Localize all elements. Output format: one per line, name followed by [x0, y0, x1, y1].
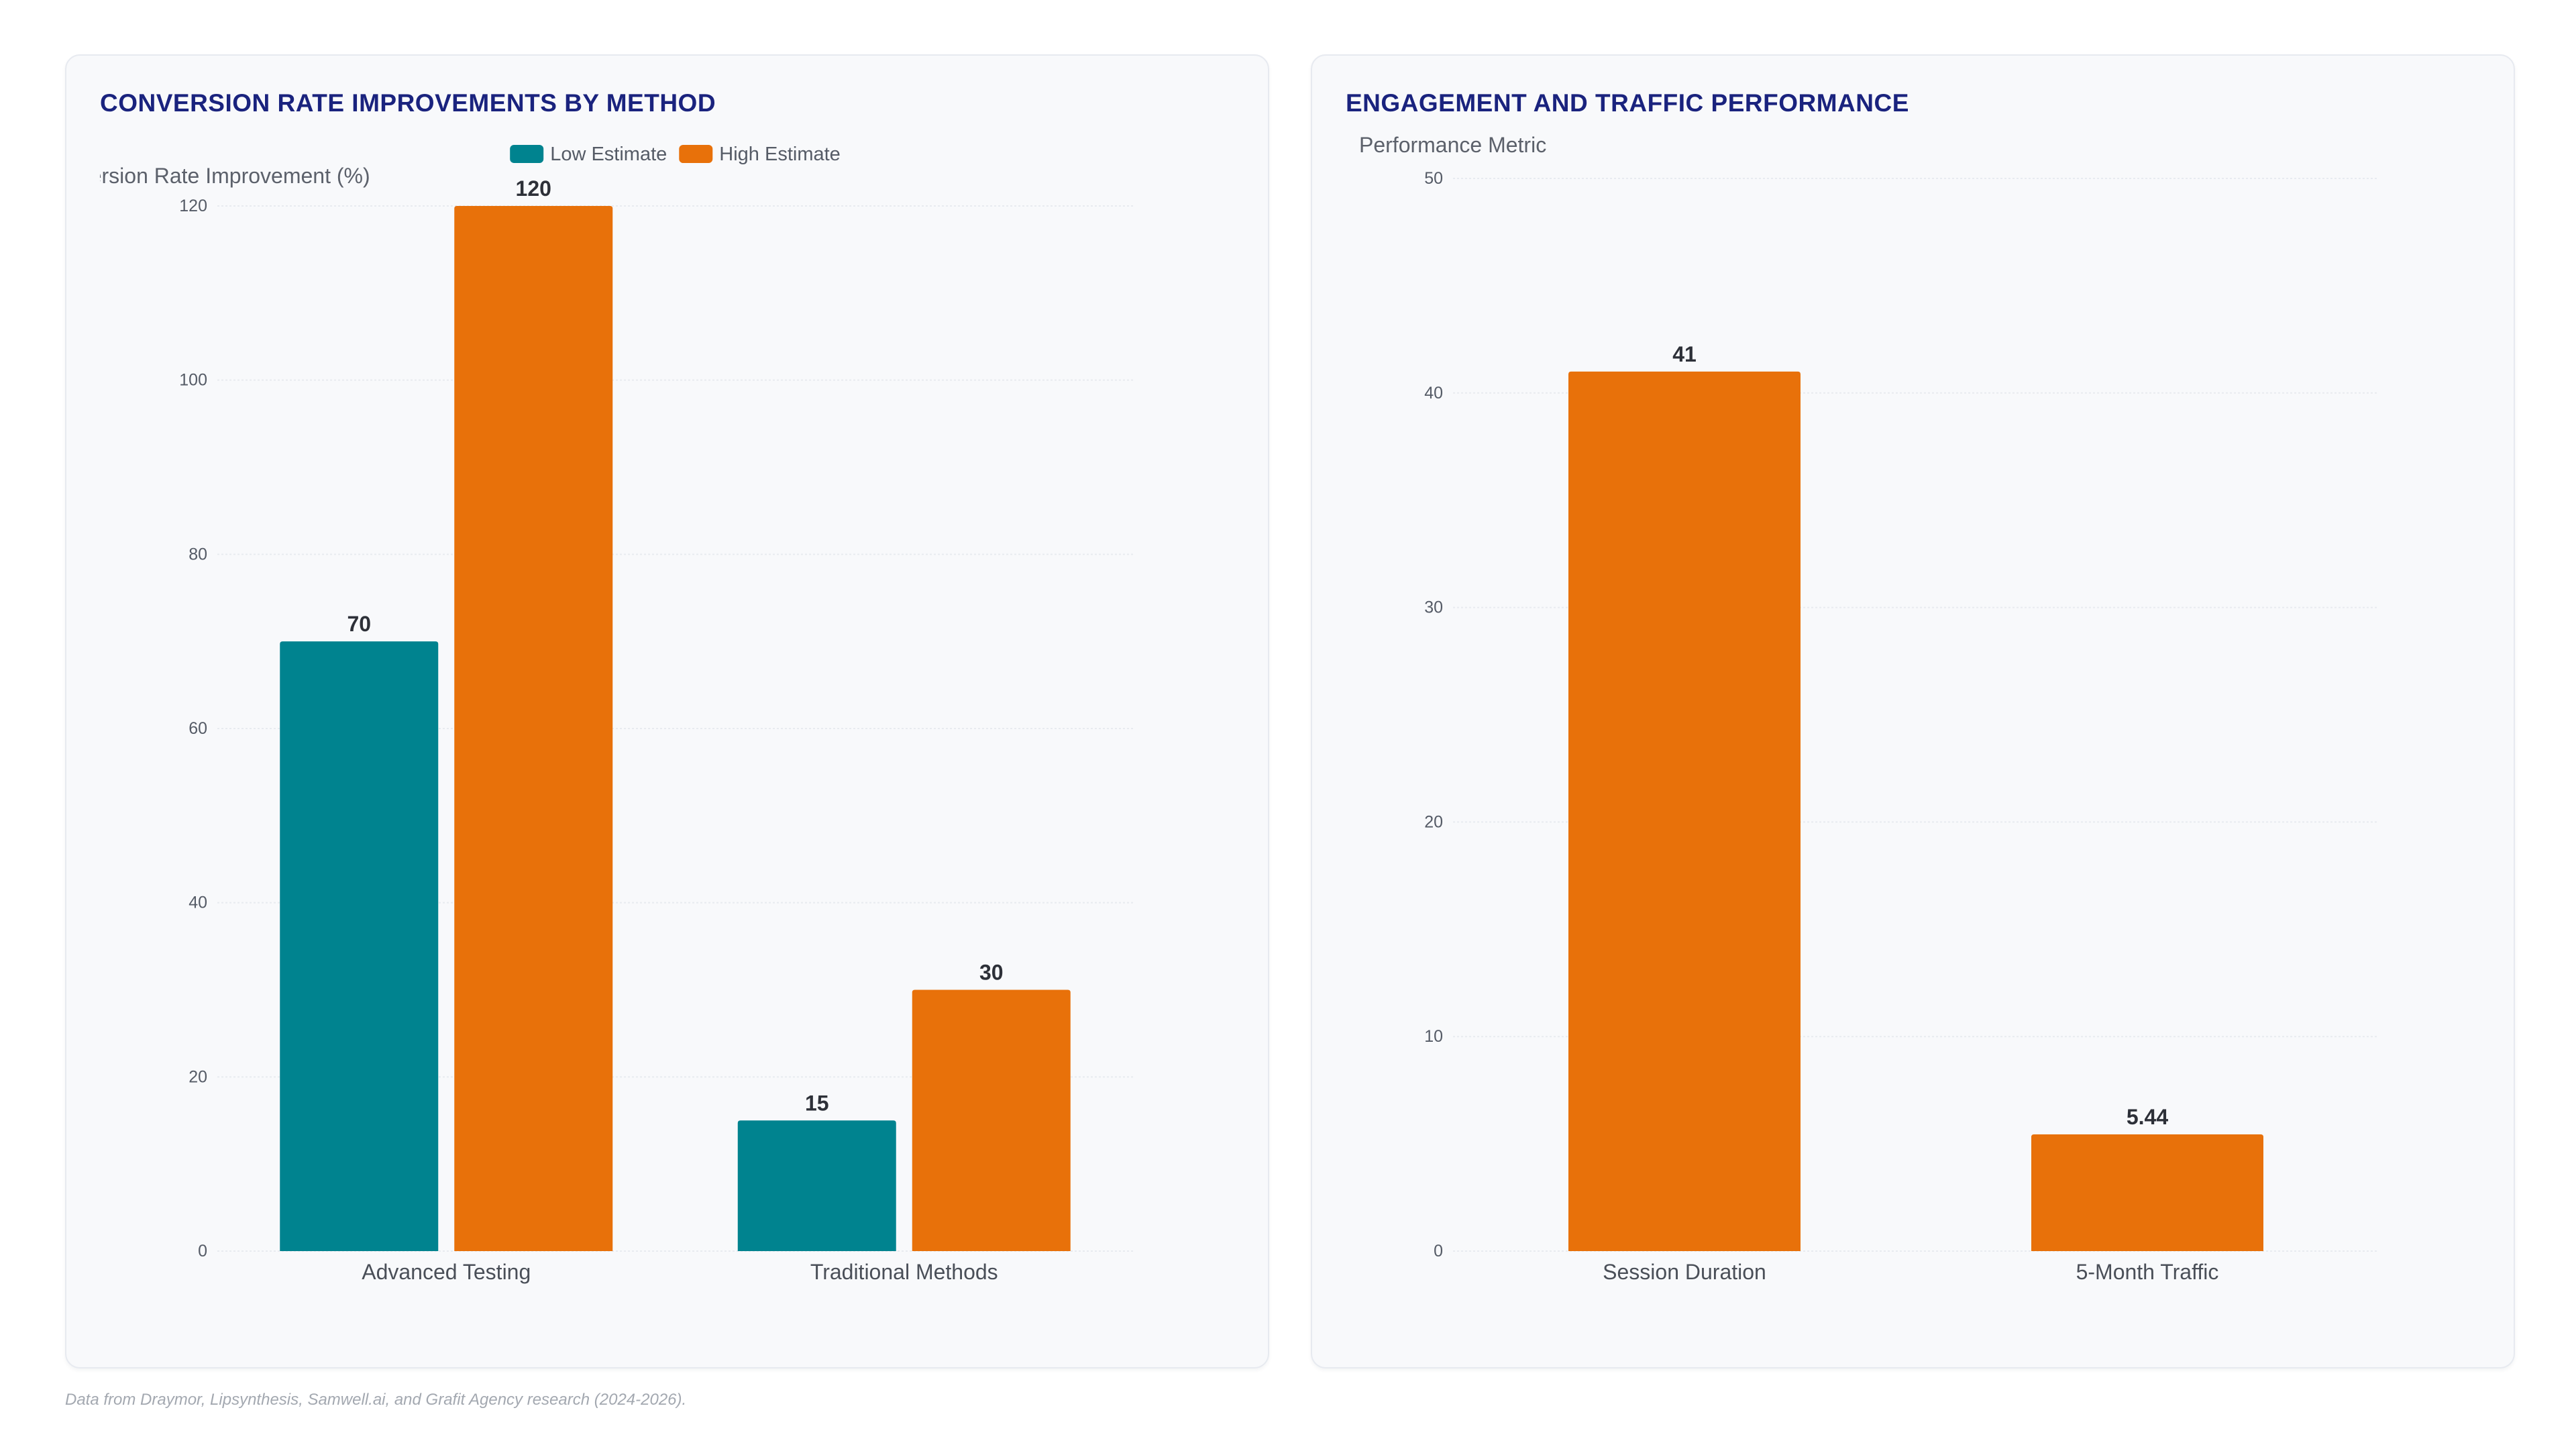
x-tick-label: 5-Month Traffic	[2076, 1260, 2219, 1284]
legend-label: Low Estimate	[550, 144, 667, 165]
data-label: 30	[979, 961, 1004, 985]
conversion-chart-panel: CONVERSION RATE IMPROVEMENTS BY METHOD 0…	[65, 54, 1269, 1368]
x-tick-label: Traditional Methods	[810, 1260, 998, 1284]
conversion-chart: 0 20 40 60 80 100 120 Conversion Rate Improveme…	[66, 144, 1133, 1284]
bar	[737, 1120, 896, 1251]
y-tick-label: 50	[1424, 169, 1443, 188]
bar	[2031, 1134, 2263, 1251]
legend-swatch	[679, 145, 713, 163]
legend-label: High Estimate	[719, 144, 841, 165]
legend: Low Estimate High Estimate	[510, 144, 841, 165]
y-tick-label: 0	[1434, 1242, 1443, 1260]
chart-title: ENGAGEMENT AND TRAFFIC PERFORMANCE	[1346, 89, 1909, 117]
data-label: 120	[516, 176, 551, 201]
y-tick-label: 40	[189, 894, 207, 912]
y-tick-label: 80	[189, 545, 207, 564]
y-tick-label: 60	[189, 719, 207, 738]
data-label: 41	[1672, 342, 1697, 366]
footnote: Data from Draymor, Lipsynthesis, Samwell…	[65, 1391, 687, 1409]
y-tick-label: 0	[198, 1242, 207, 1260]
legend-swatch	[510, 145, 544, 163]
data-label: 5.44	[2127, 1105, 2168, 1129]
y-axis-title: Performance Metric	[1359, 133, 1546, 157]
bar	[280, 641, 439, 1251]
y-axis-title: Conversion Rate Improvement (%)	[66, 164, 370, 188]
data-label: 15	[805, 1091, 829, 1115]
y-tick-label: 100	[179, 371, 207, 390]
bar	[1568, 371, 1801, 1251]
x-tick-label: Advanced Testing	[362, 1260, 531, 1284]
y-tick-label: 30	[1424, 598, 1443, 617]
bar	[454, 206, 613, 1251]
chart-title: CONVERSION RATE IMPROVEMENTS BY METHOD	[100, 89, 716, 117]
data-label: 70	[347, 612, 371, 636]
y-tick-label: 40	[1424, 384, 1443, 402]
y-tick-label: 120	[179, 197, 207, 215]
engagement-chart: 0 10 20 30 40 50 Performance Metric 41 Session D…	[1359, 133, 2379, 1284]
y-tick-label: 20	[1424, 812, 1443, 831]
bar	[912, 989, 1071, 1251]
y-tick-label: 10	[1424, 1027, 1443, 1046]
y-tick-label: 20	[189, 1067, 207, 1086]
engagement-chart-panel: ENGAGEMENT AND TRAFFIC PERFORMANCE 0 10 20…	[1311, 54, 2515, 1368]
x-tick-label: Session Duration	[1603, 1260, 1766, 1284]
